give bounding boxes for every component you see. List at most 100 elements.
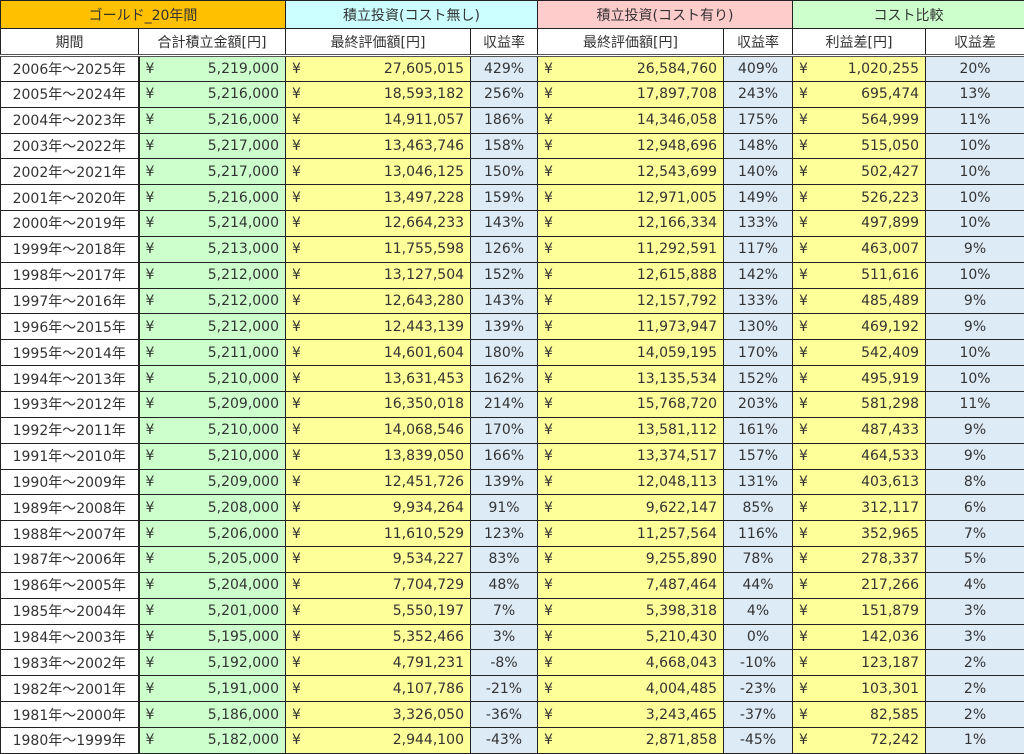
cell-return-no-cost[interactable]: -43% (471, 727, 538, 753)
cell-return-no-cost[interactable]: 429% (471, 56, 538, 82)
cell-final-value-with-cost[interactable]: ¥14,059,195 (538, 340, 724, 366)
cell-final-value-with-cost[interactable]: ¥12,543,699 (538, 159, 724, 185)
cell-final-value-with-cost[interactable]: ¥7,487,464 (538, 572, 724, 598)
cell-final-value-no-cost[interactable]: ¥13,839,050 (286, 443, 471, 469)
cell-profit-diff[interactable]: ¥123,187 (793, 650, 926, 676)
cell-return-diff[interactable]: 11% (926, 107, 1024, 133)
cell-return-no-cost[interactable]: 162% (471, 366, 538, 392)
col-header-final-value-no-cost[interactable]: 最終評価額[円] (286, 29, 471, 56)
cell-return-with-cost[interactable]: 133% (724, 211, 793, 237)
cell-final-value-no-cost[interactable]: ¥11,610,529 (286, 521, 471, 547)
cell-return-no-cost[interactable]: 170% (471, 417, 538, 443)
cell-final-value-with-cost[interactable]: ¥12,048,113 (538, 469, 724, 495)
cell-profit-diff[interactable]: ¥463,007 (793, 236, 926, 262)
cell-final-value-no-cost[interactable]: ¥5,550,197 (286, 598, 471, 624)
cell-return-diff[interactable]: 10% (926, 366, 1024, 392)
cell-return-no-cost[interactable]: -21% (471, 676, 538, 702)
cell-total-contribution[interactable]: ¥5,204,000 (139, 572, 286, 598)
cell-period[interactable]: 2005年～2024年 (1, 81, 139, 107)
cell-final-value-no-cost[interactable]: ¥13,463,746 (286, 133, 471, 159)
cell-return-diff[interactable]: 2% (926, 650, 1024, 676)
cell-total-contribution[interactable]: ¥5,205,000 (139, 547, 286, 573)
cell-return-with-cost[interactable]: 170% (724, 340, 793, 366)
cell-return-diff[interactable]: 4% (926, 572, 1024, 598)
cell-return-with-cost[interactable]: 130% (724, 314, 793, 340)
cell-final-value-with-cost[interactable]: ¥13,581,112 (538, 417, 724, 443)
cell-profit-diff[interactable]: ¥72,242 (793, 727, 926, 753)
col-header-period[interactable]: 期間 (1, 29, 139, 56)
cell-return-no-cost[interactable]: 152% (471, 262, 538, 288)
cell-return-no-cost[interactable]: 139% (471, 314, 538, 340)
cell-return-with-cost[interactable]: -10% (724, 650, 793, 676)
cell-return-with-cost[interactable]: -23% (724, 676, 793, 702)
cell-period[interactable]: 2006年～2025年 (1, 56, 139, 82)
cell-return-no-cost[interactable]: 126% (471, 236, 538, 262)
cell-return-no-cost[interactable]: 83% (471, 547, 538, 573)
cell-return-diff[interactable]: 8% (926, 469, 1024, 495)
cell-final-value-no-cost[interactable]: ¥12,443,139 (286, 314, 471, 340)
cell-final-value-with-cost[interactable]: ¥17,897,708 (538, 81, 724, 107)
cell-final-value-with-cost[interactable]: ¥12,166,334 (538, 211, 724, 237)
cell-final-value-with-cost[interactable]: ¥2,871,858 (538, 727, 724, 753)
cell-final-value-no-cost[interactable]: ¥14,068,546 (286, 417, 471, 443)
cell-final-value-with-cost[interactable]: ¥9,622,147 (538, 495, 724, 521)
cell-profit-diff[interactable]: ¥469,192 (793, 314, 926, 340)
cell-final-value-with-cost[interactable]: ¥5,398,318 (538, 598, 724, 624)
col-header-return-no-cost[interactable]: 収益率 (471, 29, 538, 56)
cell-period[interactable]: 2000年～2019年 (1, 211, 139, 237)
cell-total-contribution[interactable]: ¥5,206,000 (139, 521, 286, 547)
cell-return-no-cost[interactable]: 256% (471, 81, 538, 107)
cell-final-value-no-cost[interactable]: ¥14,911,057 (286, 107, 471, 133)
cell-total-contribution[interactable]: ¥5,210,000 (139, 443, 286, 469)
cell-total-contribution[interactable]: ¥5,217,000 (139, 159, 286, 185)
cell-return-with-cost[interactable]: 0% (724, 624, 793, 650)
cell-return-no-cost[interactable]: 214% (471, 391, 538, 417)
col-header-total-contribution[interactable]: 合計積立金額[円] (139, 29, 286, 56)
cell-return-with-cost[interactable]: 142% (724, 262, 793, 288)
cell-return-diff[interactable]: 6% (926, 495, 1024, 521)
cell-period[interactable]: 1980年～1999年 (1, 727, 139, 753)
cell-period[interactable]: 1991年～2010年 (1, 443, 139, 469)
cell-total-contribution[interactable]: ¥5,211,000 (139, 340, 286, 366)
cell-final-value-with-cost[interactable]: ¥4,004,485 (538, 676, 724, 702)
cell-period[interactable]: 1998年～2017年 (1, 262, 139, 288)
cell-final-value-with-cost[interactable]: ¥13,374,517 (538, 443, 724, 469)
cell-final-value-with-cost[interactable]: ¥12,615,888 (538, 262, 724, 288)
cell-return-diff[interactable]: 10% (926, 211, 1024, 237)
cell-return-diff[interactable]: 10% (926, 133, 1024, 159)
cell-period[interactable]: 1983年～2002年 (1, 650, 139, 676)
cell-final-value-with-cost[interactable]: ¥4,668,043 (538, 650, 724, 676)
col-header-return-with-cost[interactable]: 収益率 (724, 29, 793, 56)
cell-return-no-cost[interactable]: 7% (471, 598, 538, 624)
cell-profit-diff[interactable]: ¥581,298 (793, 391, 926, 417)
cell-profit-diff[interactable]: ¥464,533 (793, 443, 926, 469)
cell-total-contribution[interactable]: ¥5,216,000 (139, 107, 286, 133)
cell-final-value-with-cost[interactable]: ¥3,243,465 (538, 702, 724, 728)
cell-return-no-cost[interactable]: -36% (471, 702, 538, 728)
cell-final-value-with-cost[interactable]: ¥13,135,534 (538, 366, 724, 392)
cell-final-value-no-cost[interactable]: ¥12,451,726 (286, 469, 471, 495)
cell-final-value-no-cost[interactable]: ¥13,046,125 (286, 159, 471, 185)
cell-return-diff[interactable]: 20% (926, 56, 1024, 82)
cell-period[interactable]: 1981年～2000年 (1, 702, 139, 728)
cell-final-value-no-cost[interactable]: ¥13,497,228 (286, 185, 471, 211)
cell-profit-diff[interactable]: ¥151,879 (793, 598, 926, 624)
cell-return-diff[interactable]: 10% (926, 262, 1024, 288)
cell-total-contribution[interactable]: ¥5,212,000 (139, 314, 286, 340)
col-header-return-diff[interactable]: 収益差 (926, 29, 1024, 56)
cell-total-contribution[interactable]: ¥5,191,000 (139, 676, 286, 702)
cell-total-contribution[interactable]: ¥5,195,000 (139, 624, 286, 650)
cell-return-no-cost[interactable]: 139% (471, 469, 538, 495)
cell-return-no-cost[interactable]: 150% (471, 159, 538, 185)
group-header-cost-compare[interactable]: コスト比較 (793, 1, 1024, 29)
cell-profit-diff[interactable]: ¥278,337 (793, 547, 926, 573)
cell-period[interactable]: 1987年～2006年 (1, 547, 139, 573)
cell-total-contribution[interactable]: ¥5,186,000 (139, 702, 286, 728)
cell-profit-diff[interactable]: ¥403,613 (793, 469, 926, 495)
cell-final-value-no-cost[interactable]: ¥2,944,100 (286, 727, 471, 753)
col-header-profit-diff[interactable]: 利益差[円] (793, 29, 926, 56)
cell-profit-diff[interactable]: ¥1,020,255 (793, 56, 926, 82)
cell-period[interactable]: 2004年～2023年 (1, 107, 139, 133)
cell-profit-diff[interactable]: ¥564,999 (793, 107, 926, 133)
cell-total-contribution[interactable]: ¥5,201,000 (139, 598, 286, 624)
